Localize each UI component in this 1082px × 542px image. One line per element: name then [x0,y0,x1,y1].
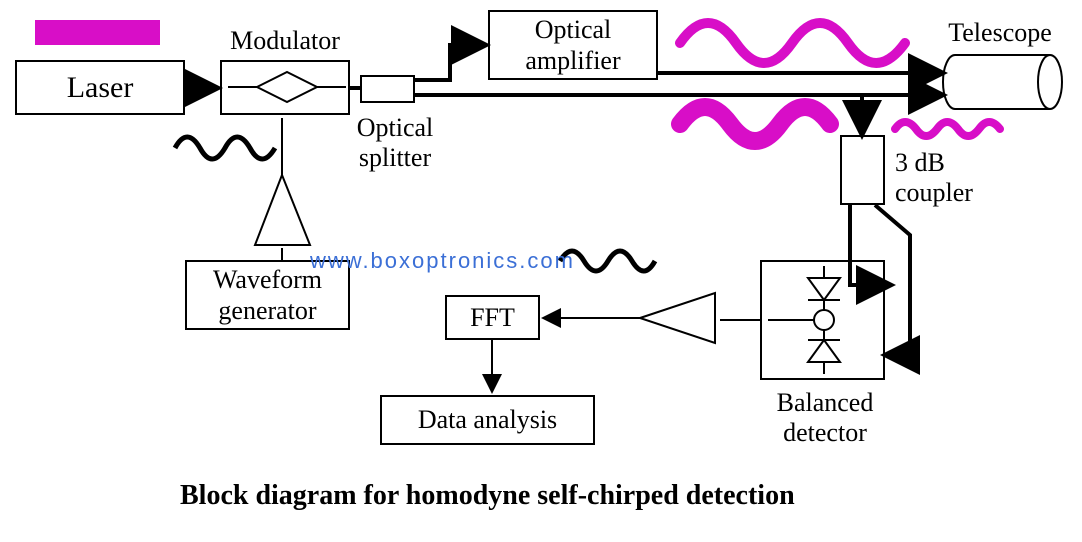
telescope-icon [943,55,1062,109]
return-wave-icon [895,122,1000,136]
big-wave-mid-icon [680,107,830,141]
balanced-detector-box [760,260,885,380]
optical-amplifier-box: Optical amplifier [488,10,658,80]
laser-label: Laser [67,70,134,106]
watermark-text: www.boxoptronics.com [310,248,575,274]
preamp-icon [640,293,715,343]
big-wave-top-icon [680,23,905,63]
modulator-icon [222,60,348,115]
diagram-caption: Block diagram for homodyne self-chirped … [180,480,795,512]
optical-splitter-box [360,75,415,103]
waveform-generator-label: Waveform generator [213,264,322,326]
modulator-output-wave-icon [175,137,275,159]
coupler-label: 3 dB coupler [895,148,1005,208]
modulator-box [220,60,350,115]
coupler-box [840,135,885,205]
optical-splitter-label: Optical splitter [340,113,450,173]
fft-box: FFT [445,295,540,340]
data-analysis-label: Data analysis [418,404,557,435]
balanced-detector-label: Balanced detector [750,388,900,448]
pink-bar [35,20,160,45]
optical-amplifier-label: Optical amplifier [525,14,620,76]
telescope-label: Telescope [920,18,1080,48]
balanced-detector-icon [762,260,883,380]
fft-label: FFT [470,302,515,333]
modulator-label: Modulator [210,26,360,56]
data-analysis-box: Data analysis [380,395,595,445]
laser-box: Laser [15,60,185,115]
driver-amp-icon [255,175,310,245]
